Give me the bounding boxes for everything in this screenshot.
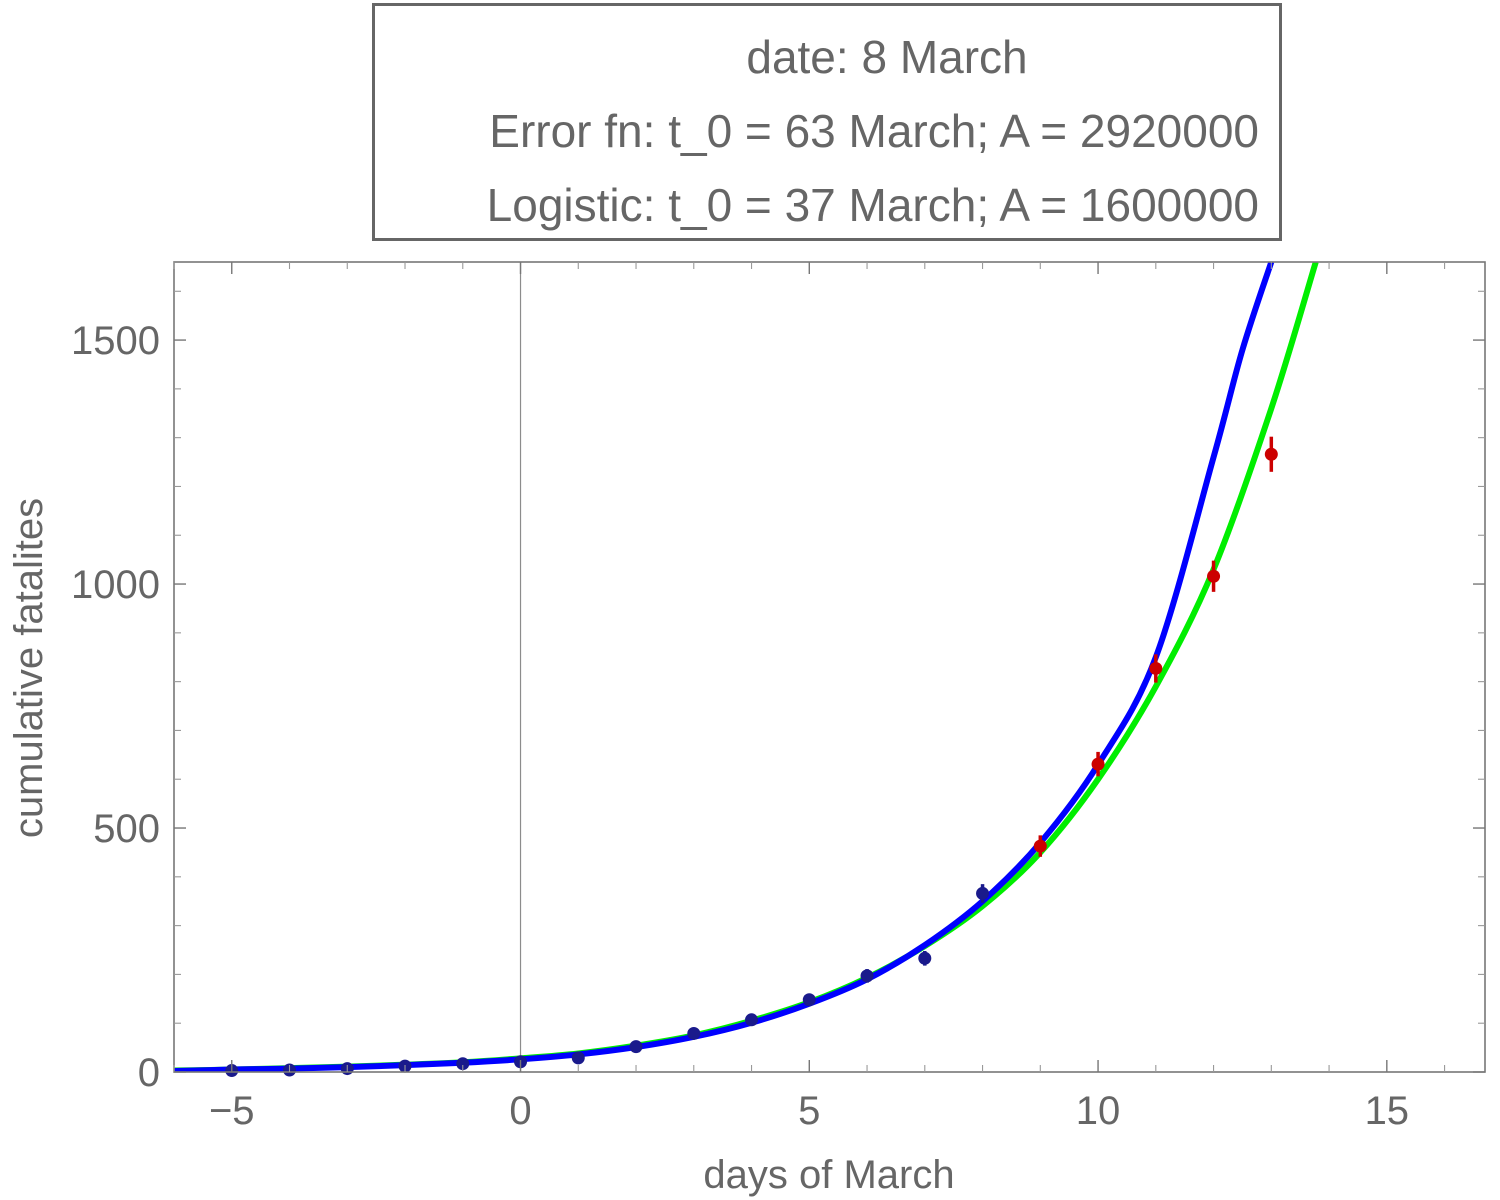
legend-error-fn-line: Error fn: t_0 = 63 March; A = 2920000 xyxy=(489,105,1259,157)
data-point xyxy=(571,1051,585,1065)
data-point xyxy=(1149,661,1163,675)
data-point xyxy=(976,886,990,900)
error-function-fit-curve xyxy=(174,262,1319,1072)
x-axis-label: days of March xyxy=(703,1153,954,1197)
data-point xyxy=(629,1040,643,1054)
x-tick-label: −5 xyxy=(209,1089,255,1133)
data-point xyxy=(918,951,932,965)
data-point xyxy=(1207,569,1221,583)
data-point xyxy=(687,1026,701,1040)
axis-ticks: −5 0 5 10 15 0 500 1000 1500 xyxy=(71,262,1485,1133)
data-points xyxy=(225,436,1278,1078)
x-tick-label: 15 xyxy=(1365,1089,1410,1133)
data-point xyxy=(1091,757,1105,771)
legend-date-line: date: 8 March xyxy=(746,31,1028,83)
y-tick-label: 1500 xyxy=(71,319,160,363)
y-tick-label: 1000 xyxy=(71,563,160,607)
x-tick-label: 5 xyxy=(798,1089,820,1133)
x-tick-label: 10 xyxy=(1076,1089,1121,1133)
y-tick-label: 500 xyxy=(93,807,160,851)
data-point xyxy=(802,993,816,1007)
plot-border xyxy=(173,261,1486,1073)
data-point xyxy=(1264,447,1278,461)
legend-box: date: 8 March Error fn: t_0 = 63 March; … xyxy=(372,3,1282,241)
logistic-fit-curve xyxy=(174,262,1275,1072)
y-tick-label: 0 xyxy=(138,1051,160,1095)
x-tick-label: 0 xyxy=(509,1089,531,1133)
y-axis-label: cumulative fatalites xyxy=(7,498,51,838)
data-point xyxy=(456,1057,470,1071)
legend-logistic-line: Logistic: t_0 = 37 March; A = 1600000 xyxy=(486,179,1259,231)
plot-frame xyxy=(173,261,1486,1073)
data-point xyxy=(1033,839,1047,853)
data-point xyxy=(860,969,874,983)
fit-curves xyxy=(174,262,1319,1072)
data-point xyxy=(745,1013,759,1027)
